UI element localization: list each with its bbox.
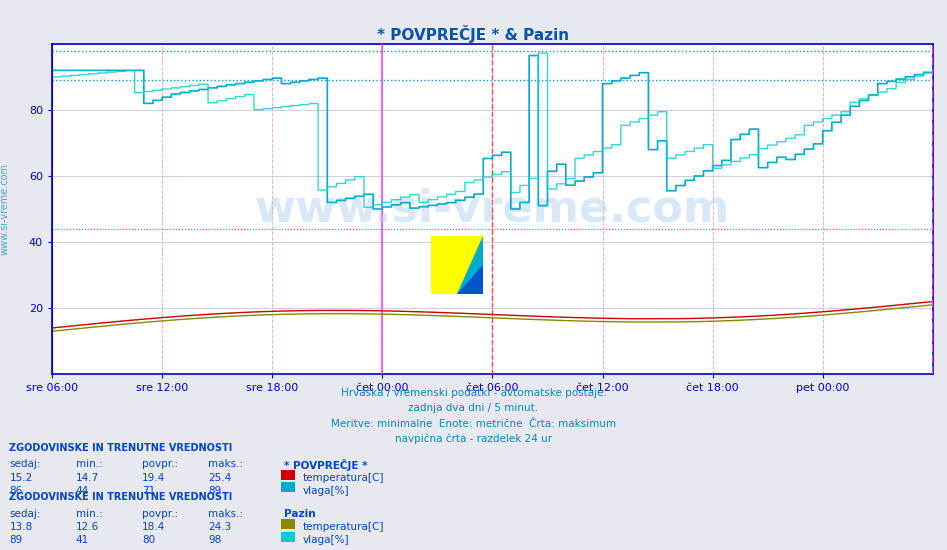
Polygon shape [457,266,483,294]
Text: 18.4: 18.4 [142,522,166,532]
Text: min.:: min.: [76,509,102,519]
Text: 71: 71 [142,486,155,496]
Text: 14.7: 14.7 [76,473,99,483]
Text: temperatura[C]: temperatura[C] [303,522,384,532]
Text: ZGODOVINSKE IN TRENUTNE VREDNOSTI: ZGODOVINSKE IN TRENUTNE VREDNOSTI [9,443,233,453]
Text: 98: 98 [208,535,222,545]
Text: * POVPREČJE * & Pazin: * POVPREČJE * & Pazin [378,25,569,43]
Text: maks.:: maks.: [208,459,243,469]
Text: povpr.:: povpr.: [142,509,178,519]
Text: sedaj:: sedaj: [9,509,41,519]
Text: 13.8: 13.8 [9,522,33,532]
Text: min.:: min.: [76,459,102,469]
Text: 44: 44 [76,486,89,496]
Text: Hrvaška / vremenski podatki - avtomatske postaje.: Hrvaška / vremenski podatki - avtomatske… [341,388,606,398]
Text: 41: 41 [76,535,89,545]
Text: zadnja dva dni / 5 minut.: zadnja dva dni / 5 minut. [408,403,539,413]
Text: 89: 89 [9,535,23,545]
Text: 19.4: 19.4 [142,473,166,483]
Text: vlaga[%]: vlaga[%] [303,535,349,545]
Polygon shape [457,236,483,294]
Text: ZGODOVINSKE IN TRENUTNE VREDNOSTI: ZGODOVINSKE IN TRENUTNE VREDNOSTI [9,492,233,502]
Text: Meritve: minimalne  Enote: metrične  Črta: maksimum: Meritve: minimalne Enote: metrične Črta:… [331,419,616,428]
Text: 89: 89 [208,486,222,496]
Text: vlaga[%]: vlaga[%] [303,486,349,496]
Text: 24.3: 24.3 [208,522,232,532]
Text: www.si-vreme.com: www.si-vreme.com [0,163,9,255]
Text: 12.6: 12.6 [76,522,99,532]
Text: sedaj:: sedaj: [9,459,41,469]
Text: povpr.:: povpr.: [142,459,178,469]
Text: Pazin: Pazin [284,509,315,519]
Text: 86: 86 [9,486,23,496]
Text: 80: 80 [142,535,155,545]
Text: maks.:: maks.: [208,509,243,519]
Text: temperatura[C]: temperatura[C] [303,473,384,483]
Text: * POVPREČJE *: * POVPREČJE * [284,459,367,471]
Text: 25.4: 25.4 [208,473,232,483]
Text: www.si-vreme.com: www.si-vreme.com [255,188,730,230]
Text: navpična črta - razdelek 24 ur: navpična črta - razdelek 24 ur [395,434,552,444]
Text: 15.2: 15.2 [9,473,33,483]
